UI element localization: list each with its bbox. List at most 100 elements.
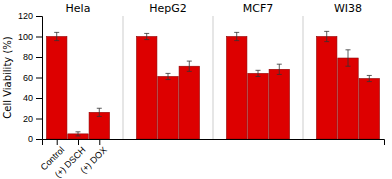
error-bar-stem bbox=[168, 73, 169, 79]
error-bar bbox=[234, 32, 239, 40]
error-bar-cap bbox=[346, 66, 351, 67]
y-axis-title: Cell Viability (%) bbox=[2, 36, 13, 119]
error-bar bbox=[166, 73, 171, 79]
error-bar bbox=[144, 33, 149, 39]
error-bar-stem bbox=[146, 33, 147, 39]
y-tick-label: 40 bbox=[23, 93, 33, 103]
bar bbox=[248, 73, 268, 139]
error-bar-stem bbox=[236, 32, 237, 40]
group-label: MCF7 bbox=[243, 2, 274, 15]
x-tick: (+) DOX bbox=[78, 139, 109, 175]
group-label: HepG2 bbox=[149, 2, 187, 15]
x-tick-label: (+) DOX bbox=[78, 145, 109, 176]
error-bar bbox=[346, 50, 351, 66]
error-bar-cap bbox=[234, 32, 239, 33]
y-tick: 0 bbox=[28, 134, 42, 144]
bar bbox=[269, 69, 289, 139]
error-bar-stem bbox=[189, 61, 190, 71]
error-bar-cap bbox=[367, 81, 372, 82]
bar bbox=[47, 37, 67, 140]
y-tick-mark bbox=[36, 98, 42, 99]
y-tick-mark bbox=[36, 78, 42, 79]
x-tick-mark bbox=[99, 139, 100, 145]
bar bbox=[338, 58, 358, 139]
y-tick-label: 80 bbox=[23, 52, 33, 62]
bar bbox=[158, 76, 178, 139]
y-axis: 0 20 40 60 80 100 120 bbox=[18, 11, 43, 144]
error-bar bbox=[76, 132, 81, 136]
error-bar-stem bbox=[56, 32, 57, 40]
error-bar-cap bbox=[256, 76, 261, 77]
error-bar-cap bbox=[367, 75, 372, 76]
bar bbox=[89, 112, 109, 139]
y-tick: 120 bbox=[18, 11, 42, 21]
bar bbox=[227, 37, 247, 140]
error-bar bbox=[367, 75, 372, 81]
bar bbox=[317, 37, 337, 140]
x-axis: Control(+) DSCH(+) DOX bbox=[39, 139, 385, 179]
error-bar-cap bbox=[97, 116, 102, 117]
group-separator bbox=[213, 16, 214, 139]
error-bar-cap bbox=[54, 32, 59, 33]
error-bar bbox=[256, 70, 261, 76]
x-tick-label: (+) DSCH bbox=[53, 145, 88, 179]
group-separator bbox=[123, 16, 124, 139]
error-bar bbox=[187, 61, 192, 71]
error-bar-cap bbox=[256, 70, 261, 71]
error-bar-stem bbox=[279, 64, 280, 74]
y-tick-label: 0 bbox=[28, 134, 33, 144]
group-separator bbox=[303, 16, 304, 139]
bar bbox=[179, 66, 199, 139]
error-bar-cap bbox=[166, 79, 171, 80]
chart: 0 20 40 60 80 100 120 Control(+) DSCH(+) DOX Hel… bbox=[0, 0, 392, 179]
error-bar-cap bbox=[97, 108, 102, 109]
y-axis-line bbox=[36, 17, 43, 140]
error-bar-stem bbox=[78, 132, 79, 136]
error-bar-cap bbox=[324, 41, 329, 42]
y-tick: 60 bbox=[23, 73, 42, 83]
error-bar-cap bbox=[234, 40, 239, 41]
error-bar-cap bbox=[144, 39, 149, 40]
y-tick-label: 100 bbox=[18, 32, 33, 42]
y-tick-label: 120 bbox=[18, 11, 33, 21]
x-tick-mark bbox=[57, 139, 58, 145]
separators bbox=[123, 16, 303, 139]
y-tick-label: 60 bbox=[23, 73, 33, 83]
group-label: Hela bbox=[66, 2, 91, 15]
y-tick-mark bbox=[36, 119, 42, 120]
error-bar-cap bbox=[277, 74, 282, 75]
bar bbox=[359, 79, 379, 139]
marks bbox=[47, 31, 380, 139]
error-bar bbox=[97, 108, 102, 116]
bar bbox=[137, 37, 157, 140]
error-bar-cap bbox=[144, 33, 149, 34]
error-bar-stem bbox=[369, 75, 370, 81]
y-tick-mark bbox=[36, 16, 42, 17]
y-tick-mark bbox=[36, 37, 42, 38]
y-tick: 100 bbox=[18, 32, 42, 42]
error-bar-cap bbox=[166, 73, 171, 74]
group-labels: Hela HepG2 MCF7 WI38 bbox=[66, 2, 362, 15]
y-tick: 80 bbox=[23, 52, 42, 62]
x-axis-line bbox=[43, 140, 385, 146]
error-bar bbox=[277, 64, 282, 74]
y-tick: 40 bbox=[23, 93, 42, 103]
error-bar-cap bbox=[187, 61, 192, 62]
y-tick: 20 bbox=[23, 114, 42, 124]
plot-area: 0 20 40 60 80 100 120 Control(+) DSCH(+) DOX Hel… bbox=[18, 2, 385, 179]
error-bar-cap bbox=[346, 49, 351, 50]
error-bar-stem bbox=[326, 31, 327, 41]
error-bar-cap bbox=[187, 71, 192, 72]
group-label: WI38 bbox=[334, 2, 362, 15]
error-bar bbox=[54, 32, 59, 40]
error-bar-stem bbox=[258, 70, 259, 76]
y-tick-label: 20 bbox=[23, 114, 33, 124]
error-bar-cap bbox=[76, 135, 81, 136]
error-bar-stem bbox=[348, 50, 349, 66]
y-tick-mark bbox=[36, 139, 42, 140]
y-tick-mark bbox=[36, 57, 42, 58]
error-bar-cap bbox=[76, 131, 81, 132]
error-bar-cap bbox=[277, 64, 282, 65]
x-tick-mark bbox=[78, 139, 79, 145]
error-bar-stem bbox=[99, 108, 100, 116]
